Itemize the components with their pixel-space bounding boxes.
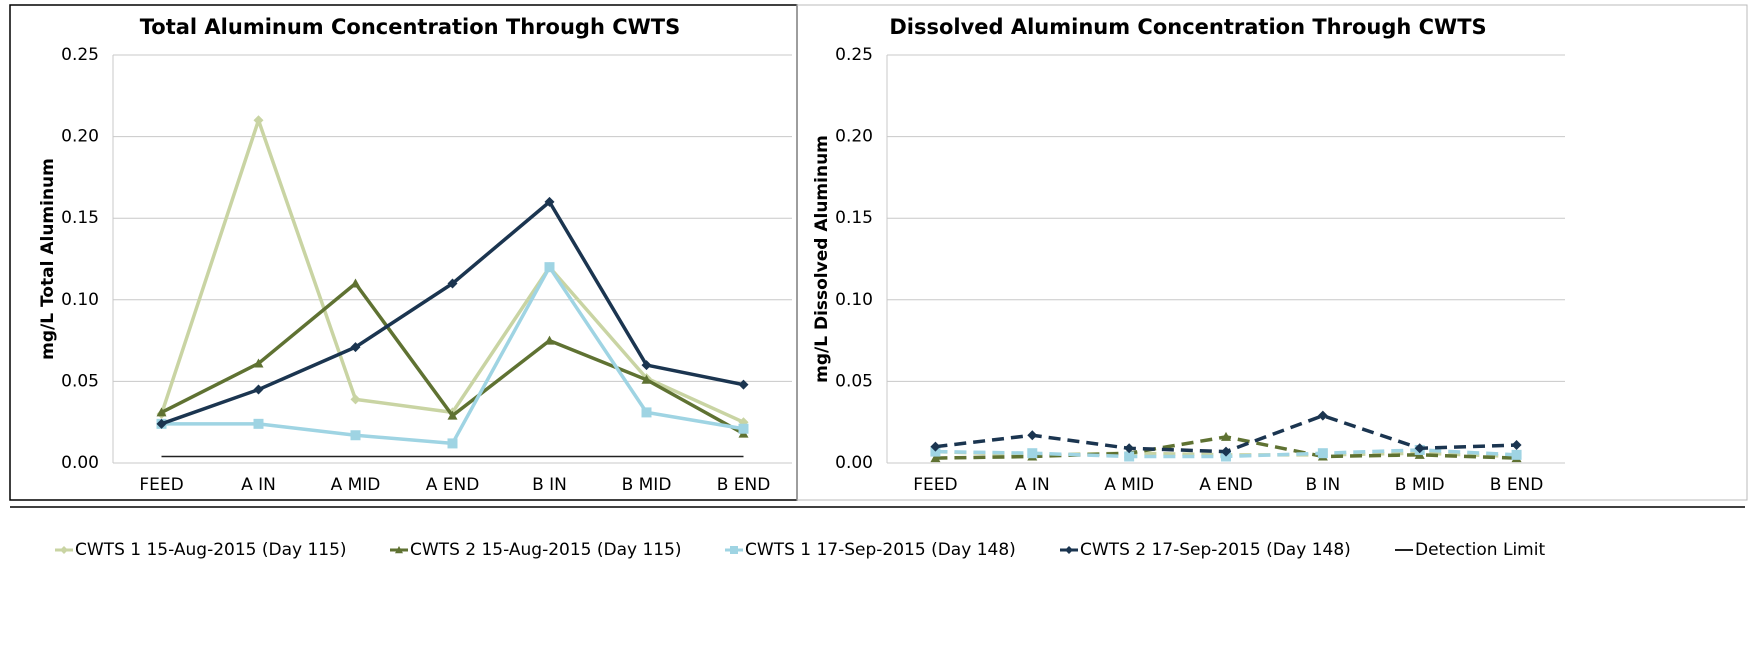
- marker: [1221, 446, 1231, 457]
- y-tick-label: 0.10: [835, 290, 873, 310]
- y-tick-label: 0.20: [835, 127, 873, 147]
- marker: [447, 410, 458, 420]
- marker: [447, 278, 458, 289]
- chart-frame: [796, 4, 1748, 501]
- x-tick-label: A END: [426, 475, 480, 495]
- marker: [447, 438, 458, 449]
- marker: [253, 384, 264, 395]
- marker: [641, 374, 652, 384]
- y-tick-label: 0.15: [835, 208, 873, 228]
- marker: [544, 262, 555, 273]
- x-tick-label: B IN: [1305, 475, 1340, 495]
- marker: [1124, 443, 1135, 454]
- y-axis-title: mg/L Total Aluminum: [38, 158, 58, 360]
- x-tick-label: A MID: [1104, 475, 1154, 495]
- marker: [930, 441, 941, 452]
- marker: [641, 407, 652, 418]
- x-tick-label: A IN: [1015, 475, 1050, 495]
- y-tick-label: 0.00: [835, 453, 873, 473]
- marker: [253, 358, 264, 368]
- x-tick-label: B END: [717, 475, 771, 495]
- x-tick-label: B MID: [1395, 475, 1445, 495]
- marker: [738, 379, 749, 390]
- chart-title: Dissolved Aluminum Concentration Through…: [889, 15, 1486, 39]
- marker: [544, 196, 555, 207]
- marker: [1317, 448, 1328, 459]
- marker: [930, 453, 941, 463]
- legend-label: CWTS 2 17-Sep-2015 (Day 148): [1080, 540, 1351, 560]
- marker: [156, 418, 167, 429]
- marker: [1221, 431, 1231, 441]
- y-tick-label: 0.05: [61, 371, 99, 391]
- y-axis-title: mg/L Dissolved Aluminum: [812, 135, 832, 383]
- marker: [1124, 451, 1135, 462]
- legend-marker: [1065, 546, 1073, 554]
- marker: [253, 115, 264, 126]
- x-tick-label: B END: [1490, 475, 1544, 495]
- marker: [253, 418, 264, 429]
- x-tick-label: A END: [1199, 475, 1253, 495]
- marker: [156, 407, 167, 417]
- marker: [738, 423, 749, 434]
- y-tick-label: 0.20: [61, 127, 99, 147]
- marker: [350, 342, 361, 353]
- chart-title: Total Aluminum Concentration Through CWT…: [140, 15, 681, 39]
- marker: [1027, 448, 1038, 459]
- x-tick-label: B IN: [532, 475, 567, 495]
- y-tick-label: 0.05: [835, 371, 873, 391]
- legend-marker: [395, 546, 403, 554]
- legend-marker: [730, 546, 738, 554]
- marker: [350, 278, 361, 288]
- marker: [1511, 449, 1522, 460]
- legend-label: CWTS 1 15-Aug-2015 (Day 115): [75, 540, 347, 560]
- y-tick-label: 0.25: [835, 45, 873, 65]
- marker: [641, 360, 652, 371]
- marker: [544, 335, 555, 345]
- marker: [1511, 440, 1522, 451]
- y-tick-label: 0.15: [61, 208, 99, 228]
- marker: [350, 394, 361, 405]
- x-tick-label: B MID: [622, 475, 672, 495]
- y-tick-label: 0.25: [61, 45, 99, 65]
- marker: [1414, 443, 1425, 454]
- legend-marker: [60, 546, 68, 554]
- marker: [1027, 430, 1038, 441]
- y-tick-label: 0.00: [61, 453, 99, 473]
- x-tick-label: A MID: [331, 475, 381, 495]
- x-tick-label: FEED: [913, 475, 957, 495]
- legend-label: CWTS 2 15-Aug-2015 (Day 115): [410, 540, 682, 560]
- marker: [1317, 410, 1328, 421]
- x-tick-label: FEED: [139, 475, 183, 495]
- y-tick-label: 0.10: [61, 290, 99, 310]
- legend-label: Detection Limit: [1415, 540, 1545, 560]
- x-tick-label: A IN: [241, 475, 276, 495]
- marker: [350, 430, 361, 441]
- legend-label: CWTS 1 17-Sep-2015 (Day 148): [745, 540, 1016, 560]
